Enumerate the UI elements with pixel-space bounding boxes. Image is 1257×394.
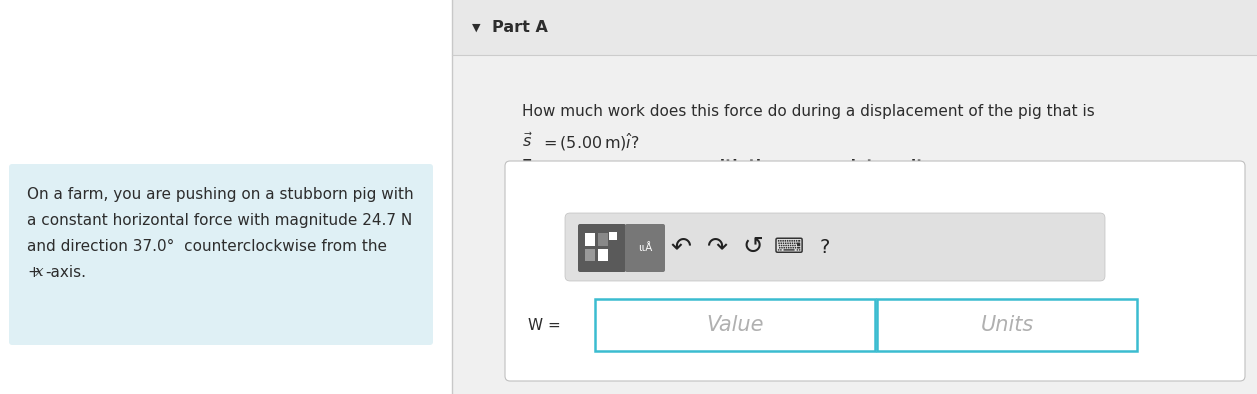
Text: Express your answer with the appropriate units.: Express your answer with the appropriate… — [522, 159, 938, 174]
Text: ιιÅ: ιιÅ — [637, 243, 652, 253]
Text: -axis.: -axis. — [45, 265, 85, 280]
FancyBboxPatch shape — [625, 224, 665, 272]
Text: How much work does this force do during a displacement of the pig that is: How much work does this force do during … — [522, 104, 1095, 119]
Text: x: x — [35, 265, 44, 279]
Bar — [585, 233, 595, 246]
Bar — [598, 249, 608, 261]
Text: ↺: ↺ — [743, 235, 763, 259]
FancyBboxPatch shape — [595, 299, 875, 351]
FancyBboxPatch shape — [877, 299, 1138, 351]
Text: Value: Value — [706, 315, 764, 335]
Text: Units: Units — [980, 315, 1033, 335]
Text: ↶: ↶ — [670, 235, 691, 259]
FancyBboxPatch shape — [9, 164, 432, 345]
Text: and direction 37.0°  counterclockwise from the: and direction 37.0° counterclockwise fro… — [26, 239, 387, 254]
FancyBboxPatch shape — [505, 161, 1244, 381]
Text: Part A: Part A — [491, 20, 548, 35]
Text: a constant horizontal force with magnitude 24.7 N: a constant horizontal force with magnitu… — [26, 213, 412, 228]
Text: $= (5.00\,\mathrm{m})\hat{\imath}$?: $= (5.00\,\mathrm{m})\hat{\imath}$? — [541, 132, 640, 153]
Bar — [453, 0, 1257, 55]
Text: On a farm, you are pushing on a stubborn pig with: On a farm, you are pushing on a stubborn… — [26, 187, 414, 202]
Bar — [585, 249, 595, 261]
Text: +: + — [26, 265, 40, 280]
FancyBboxPatch shape — [578, 224, 626, 272]
Bar — [608, 232, 617, 240]
Bar — [453, 0, 1257, 394]
Bar — [598, 233, 608, 246]
Text: ▼: ▼ — [471, 22, 480, 32]
FancyBboxPatch shape — [564, 213, 1105, 281]
Text: ⌨: ⌨ — [774, 237, 804, 257]
Text: $\vec{s}$: $\vec{s}$ — [522, 132, 533, 150]
Text: ?: ? — [820, 238, 830, 256]
Text: ↷: ↷ — [706, 235, 728, 259]
Text: W =: W = — [528, 318, 561, 333]
